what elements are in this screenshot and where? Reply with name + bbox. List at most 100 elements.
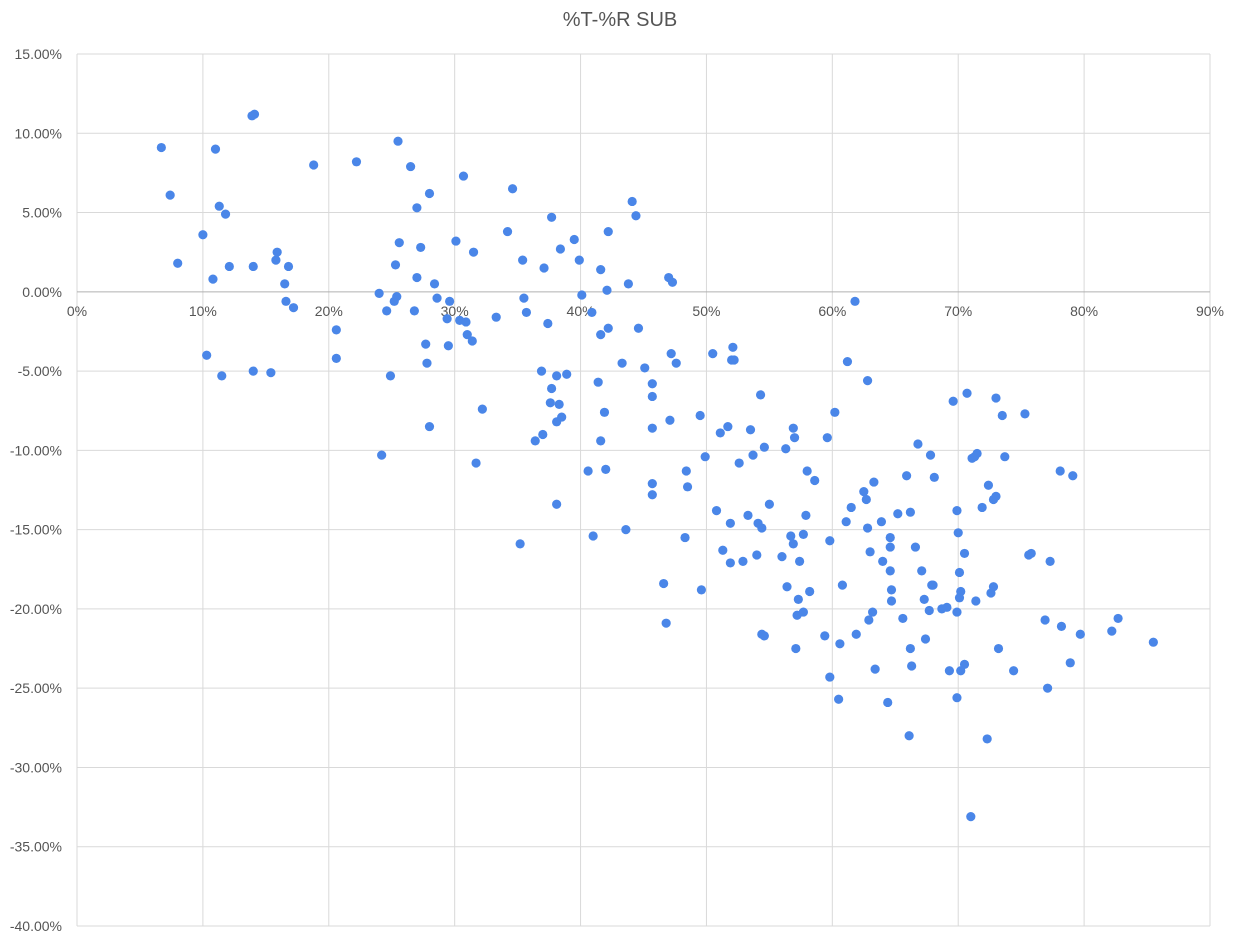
- data-point: [789, 433, 800, 443]
- data-point: [959, 659, 970, 670]
- data-point: [661, 618, 671, 628]
- data-point: [593, 377, 603, 387]
- data-point: [798, 529, 808, 539]
- gridlines: [76, 53, 1211, 927]
- data-point: [631, 211, 641, 221]
- data-point: [547, 383, 557, 394]
- data-point: [599, 407, 610, 417]
- data-point: [885, 566, 895, 576]
- data-point: [666, 349, 676, 359]
- data-point: [633, 323, 644, 333]
- data-point: [596, 330, 606, 340]
- data-point: [647, 479, 657, 489]
- data-point: [835, 639, 845, 649]
- data-point: [554, 399, 564, 409]
- data-point: [422, 358, 432, 368]
- data-point: [1065, 658, 1075, 668]
- data-point: [198, 230, 208, 240]
- data-point: [1000, 452, 1010, 462]
- data-point: [557, 412, 567, 422]
- data-point: [165, 190, 175, 200]
- data-point: [904, 731, 914, 741]
- data-point: [910, 542, 921, 552]
- data-point: [518, 255, 528, 265]
- y-tick-label: 10.00%: [15, 125, 62, 141]
- data-point: [647, 379, 657, 389]
- data-point: [983, 480, 994, 490]
- data-point: [1043, 683, 1053, 693]
- data-point: [942, 602, 952, 612]
- data-point: [913, 439, 923, 449]
- data-point: [805, 586, 815, 597]
- data-point: [552, 371, 562, 381]
- data-point: [764, 499, 774, 509]
- data-point: [1148, 637, 1158, 647]
- data-point: [562, 369, 572, 379]
- data-point: [424, 421, 435, 432]
- tick-labels: 0% 10% 20% 30% 40% 50% 60% 70% 80% 90%15.00%10.00…: [10, 46, 1224, 934]
- data-point: [907, 661, 917, 671]
- data-point: [883, 697, 893, 708]
- data-point: [791, 643, 801, 654]
- data-point: [442, 314, 452, 324]
- data-point: [728, 342, 738, 352]
- y-tick-label: 5.00%: [22, 205, 62, 221]
- data-point: [966, 812, 976, 822]
- y-tick-label: -40.00%: [10, 918, 62, 934]
- data-point: [601, 464, 611, 474]
- data-point: [458, 171, 469, 181]
- data-point: [217, 371, 227, 381]
- data-point: [538, 429, 548, 440]
- data-point: [1107, 626, 1117, 636]
- data-point: [802, 466, 812, 476]
- data-point: [723, 421, 733, 432]
- data-point: [953, 528, 963, 538]
- data-point: [959, 548, 970, 559]
- data-point: [536, 366, 547, 376]
- data-point: [587, 307, 597, 318]
- data-point: [991, 393, 1001, 403]
- data-point: [393, 136, 403, 146]
- data-point: [781, 444, 791, 454]
- data-point: [825, 672, 835, 682]
- data-point: [462, 330, 472, 340]
- data-point: [583, 466, 593, 476]
- data-point: [382, 306, 392, 316]
- x-tick-label: 50%: [692, 303, 720, 319]
- data-point: [718, 545, 728, 555]
- data-point: [972, 448, 982, 459]
- data-point: [202, 350, 212, 360]
- data-point: [695, 410, 705, 421]
- data-point: [988, 582, 999, 592]
- data-point: [919, 594, 929, 604]
- data-point: [491, 312, 501, 322]
- data-point: [272, 247, 282, 257]
- data-point: [924, 605, 934, 616]
- data-point: [451, 236, 461, 246]
- x-tick-label: 10%: [189, 303, 217, 319]
- data-point: [886, 596, 897, 606]
- data-point: [569, 234, 579, 245]
- data-point: [603, 323, 613, 333]
- data-point: [925, 450, 936, 460]
- data-points: [156, 109, 1158, 822]
- data-point: [876, 517, 887, 527]
- data-point: [841, 517, 851, 527]
- y-tick-label: -25.00%: [10, 680, 62, 696]
- data-point: [623, 279, 633, 289]
- data-point: [1020, 409, 1030, 419]
- x-tick-label: 80%: [1070, 303, 1098, 319]
- data-point: [830, 407, 840, 417]
- data-point: [331, 325, 341, 335]
- data-point: [886, 585, 897, 595]
- y-tick-label: 15.00%: [15, 46, 62, 62]
- data-point: [865, 547, 875, 557]
- data-point: [574, 255, 584, 265]
- data-point: [421, 339, 431, 349]
- data-point: [885, 542, 895, 552]
- chart-title: %T-%R SUB: [563, 9, 677, 31]
- data-point: [822, 433, 832, 443]
- data-point: [577, 290, 587, 300]
- x-tick-label: 40%: [567, 303, 595, 319]
